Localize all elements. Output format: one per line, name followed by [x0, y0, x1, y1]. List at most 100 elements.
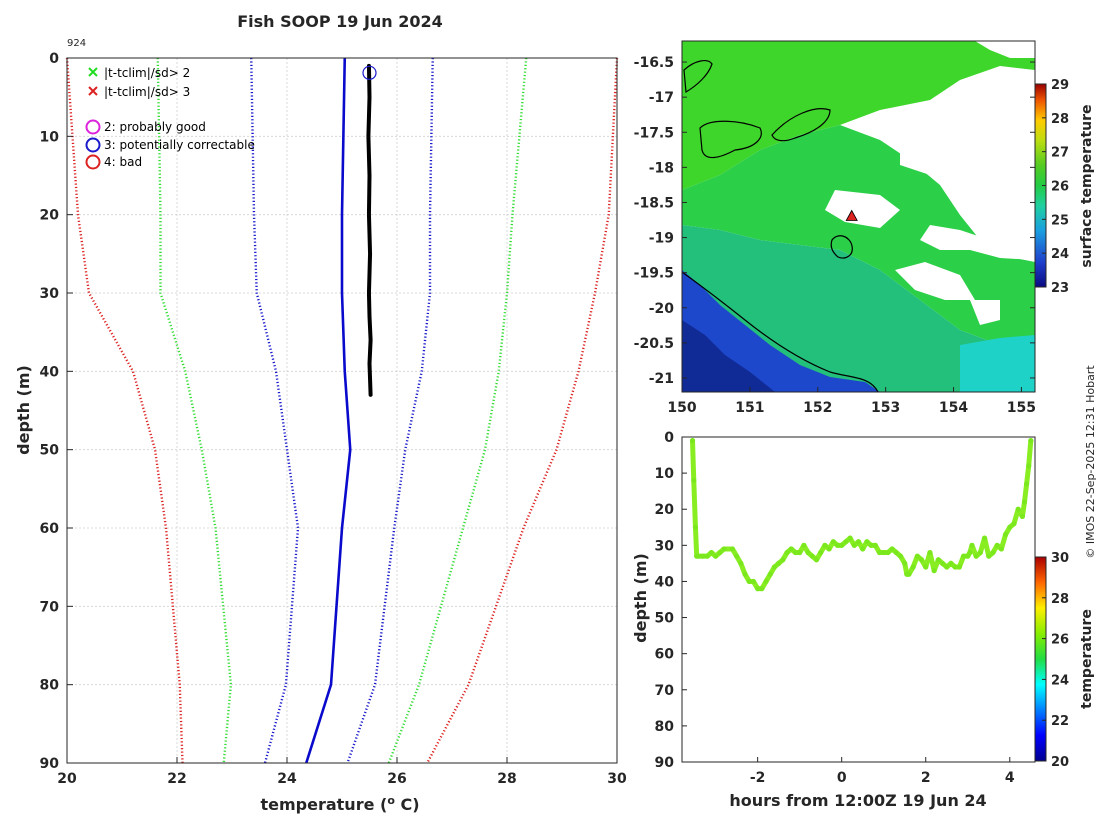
track-point — [948, 560, 954, 566]
track-x-tick-label: 2 — [921, 770, 931, 786]
track-point — [822, 542, 828, 548]
track-point — [1028, 438, 1034, 444]
track-point — [797, 549, 803, 556]
profile-y-tick-label: 70 — [40, 599, 60, 615]
track-point — [776, 560, 782, 566]
map-colorbar-tick-label: 27 — [1051, 146, 1069, 161]
map-y-tick-label: -17.5 — [634, 125, 674, 141]
track-point — [969, 542, 975, 548]
track-colorbar-tick-label: 22 — [1051, 714, 1069, 729]
map-cloud-gap — [975, 41, 1035, 58]
profile-y-label: depth (m) — [14, 365, 33, 455]
blue-circle-marker-icon — [85, 137, 101, 153]
track-point — [956, 564, 962, 570]
track-point — [759, 586, 765, 592]
profile-series-line-0 — [65, 57, 184, 764]
profile-y-tick-label: 40 — [40, 364, 60, 380]
track-colorbar-tick-label: 24 — [1051, 673, 1069, 688]
track-point — [910, 564, 916, 570]
profile-series-line-5 — [387, 57, 528, 764]
track-point — [885, 549, 891, 556]
profile-y-ticks: 0 10 20 30 40 50 60 70 80 90 — [40, 51, 73, 772]
track-point — [767, 571, 773, 577]
map-y-tick-label: -20 — [649, 301, 675, 317]
track-point — [977, 549, 983, 556]
track-y-tick-label: 80 — [655, 719, 675, 735]
track-point — [734, 553, 740, 559]
track-point — [967, 549, 973, 556]
map-x-ticks: 150 151 152 153 154 155 — [667, 387, 1036, 416]
track-point — [691, 477, 697, 483]
track-point — [986, 553, 992, 559]
track-point — [700, 553, 706, 559]
track-y-tick-label: 60 — [655, 647, 675, 663]
track-point — [1007, 524, 1013, 530]
track-point — [784, 549, 790, 556]
map-y-tick-label: -16.5 — [634, 55, 674, 71]
track-point — [713, 553, 719, 559]
map-y-ticks: -16.5 -17 -17.5 -18 -18.5 -19 -19.5 -20 -20.5 -21 — [634, 55, 1035, 387]
map-y-tick-label: -18 — [649, 160, 674, 176]
track-colorbar-tick-label: 28 — [1051, 592, 1069, 607]
track-point — [826, 546, 832, 552]
track-series — [689, 438, 1034, 592]
track-point — [1019, 513, 1025, 520]
profile-x-tick-label: 22 — [167, 771, 186, 787]
track-point — [889, 546, 895, 552]
track-point — [918, 557, 925, 563]
profile-x-tick-label: 20 — [57, 771, 77, 787]
track-y-tick-label: 90 — [655, 755, 675, 771]
track-point — [960, 553, 967, 559]
red-x-marker-icon — [88, 86, 98, 96]
track-point — [721, 546, 727, 552]
map-y-tick-label: -17 — [649, 90, 674, 106]
profile-y-tick-label: 30 — [40, 286, 60, 302]
track-point — [923, 564, 929, 570]
map-coastline — [682, 271, 879, 392]
track-point — [973, 553, 979, 559]
track-point — [704, 553, 710, 559]
track-point — [1002, 531, 1009, 538]
track-point — [1023, 481, 1030, 487]
track-point — [897, 553, 904, 559]
track-point — [771, 564, 778, 570]
sst-map — [682, 41, 1035, 392]
track-y-tick-label: 70 — [655, 683, 675, 699]
profile-series-line-7 — [366, 63, 373, 397]
track-point — [692, 524, 699, 530]
track-point — [860, 546, 866, 552]
track-point — [1011, 521, 1017, 527]
map-warm-water — [682, 41, 1035, 190]
profile-y-tick-label: 90 — [40, 756, 60, 772]
track-y-tick-label: 30 — [655, 538, 675, 554]
map-cyan-patch — [960, 335, 1035, 392]
track-point — [834, 542, 841, 548]
track-colorbar-label: temperature — [1079, 609, 1095, 709]
legend-entry-sd2: |t-tclim|/sd> 2 — [88, 66, 190, 80]
track-depth-line — [690, 438, 1034, 592]
map-x-tick-label: 155 — [1007, 400, 1036, 416]
map-colorbar-tick-label: 26 — [1051, 180, 1069, 195]
map-reef-outline — [830, 235, 853, 259]
map-colorbar-label: surface temperature — [1079, 104, 1095, 267]
map-cloud-gap — [895, 262, 975, 300]
track-colorbar — [1034, 556, 1047, 762]
profile-y-tick-label: 0 — [49, 51, 59, 67]
map-reef-outline — [699, 120, 762, 159]
map-cloud-gap — [970, 300, 1000, 325]
map-x-tick-label: 151 — [735, 400, 764, 416]
track-point — [990, 549, 996, 556]
track-point — [952, 564, 958, 570]
track-point — [830, 539, 836, 545]
map-y-tick-label: -21 — [649, 371, 674, 387]
track-point — [994, 542, 1000, 548]
legend-label-sd2: |t-tclim|/sd> 2 — [104, 66, 190, 80]
legend-entry-sd3: |t-tclim|/sd> 3 — [88, 85, 190, 99]
track-point — [809, 553, 815, 559]
track-point — [931, 568, 937, 574]
track-point — [818, 549, 824, 556]
track-point — [881, 549, 887, 556]
track-x-tick-label: 4 — [1005, 770, 1015, 786]
track-x-tick-label: 0 — [837, 770, 847, 786]
